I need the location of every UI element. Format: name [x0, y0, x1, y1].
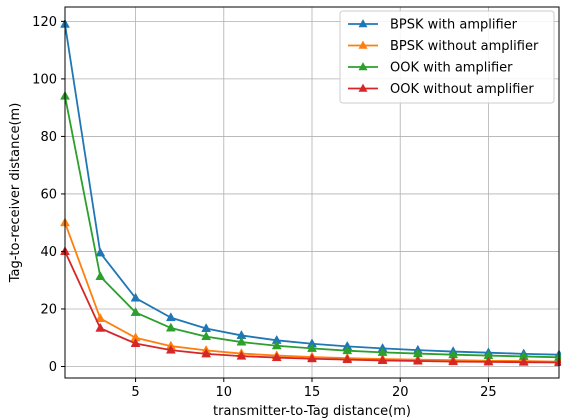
data-point [448, 356, 459, 366]
x-tick-label: 5 [131, 385, 139, 400]
legend-box [339, 10, 555, 104]
x-tick-label: 25 [480, 385, 497, 400]
legend-marker [358, 62, 368, 71]
series-ook-without-amplifier [60, 246, 561, 366]
data-point [95, 271, 106, 280]
y-tick-label: 40 [40, 245, 57, 260]
grid [65, 7, 559, 378]
legend-marker [358, 19, 368, 28]
data-point [95, 247, 106, 257]
legend-item: OOK with amplifier [348, 61, 513, 76]
data-point [95, 313, 106, 322]
data-point [201, 348, 212, 358]
y-tick-label: 20 [40, 302, 57, 317]
y-tick-label: 60 [40, 187, 57, 202]
y-tick-label: 80 [40, 130, 57, 145]
data-point [342, 354, 353, 364]
y-tick-label: 0 [49, 360, 57, 375]
data-point [130, 338, 141, 347]
data-point [95, 322, 106, 332]
data-point [307, 343, 317, 352]
data-point [236, 336, 247, 346]
legend-label: OOK with amplifier [390, 61, 513, 76]
series-layer [60, 18, 561, 366]
legend-item: OOK without amplifier [348, 82, 534, 97]
data-point [271, 340, 282, 350]
y-axis-label: Tag-to-receiver distance(m) [8, 103, 23, 284]
y-tick-label: 100 [32, 72, 57, 87]
data-point [165, 322, 176, 332]
data-point [130, 307, 141, 316]
data-point [236, 350, 247, 360]
data-point [483, 356, 494, 366]
series-ook-with-amplifier [60, 90, 561, 361]
legend-item: BPSK without amplifier [348, 39, 539, 54]
data-point [342, 345, 353, 355]
data-point [165, 344, 176, 354]
data-point [130, 292, 141, 302]
data-point [271, 352, 282, 362]
legend-label: OOK without amplifier [390, 82, 534, 97]
x-axis-label: transmitter-to-Tag distance(m) [213, 404, 411, 419]
legend-label: BPSK without amplifier [390, 39, 539, 54]
legend-marker [358, 83, 368, 92]
x-tick-label: 20 [392, 385, 409, 400]
legend: BPSK with amplifier BPSK without amplifie… [339, 10, 555, 104]
y-tick-label: 120 [32, 15, 57, 30]
legend-marker [358, 40, 368, 49]
data-point [412, 355, 423, 365]
data-point [518, 356, 529, 366]
data-point [307, 353, 317, 363]
data-point [377, 355, 388, 364]
x-tick-label: 10 [216, 385, 233, 400]
legend-item: BPSK with amplifier [348, 18, 518, 33]
x-tick-label: 15 [304, 385, 321, 400]
data-point [201, 331, 212, 341]
data-point [165, 312, 176, 322]
axis-ticks: 5 10 15 20 25 0 20 40 60 80 100 120 [32, 15, 497, 400]
legend-label: BPSK with amplifier [390, 18, 518, 33]
